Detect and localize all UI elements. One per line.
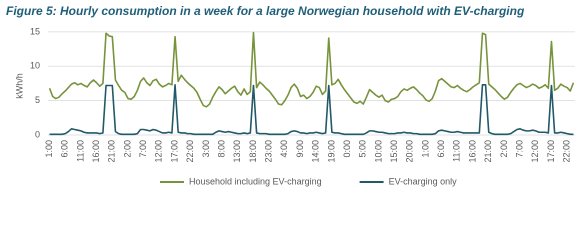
legend-label: Household including EV-charging bbox=[189, 176, 322, 186]
x-tick-label: 6:00 bbox=[60, 140, 70, 158]
y-tick-label: 15 bbox=[30, 26, 40, 36]
x-tick-label: 10:00 bbox=[373, 140, 383, 163]
chart-title: Figure 5: Hourly consumption in a week f… bbox=[6, 4, 525, 18]
series-line bbox=[48, 31, 575, 108]
x-tick-label: 22:00 bbox=[185, 140, 195, 163]
x-tick-label: 4:00 bbox=[279, 140, 289, 158]
x-tick-label: 16:00 bbox=[91, 140, 101, 163]
x-tick-label: 21:00 bbox=[483, 140, 493, 163]
y-tick-label: 10 bbox=[30, 61, 40, 71]
x-tick-label: 11:00 bbox=[75, 140, 85, 162]
x-tick-label: 12:00 bbox=[530, 140, 540, 163]
x-tick-label: 21:00 bbox=[107, 140, 117, 163]
x-tick-label: 7:00 bbox=[514, 140, 524, 158]
x-tick-label: 17:00 bbox=[169, 140, 179, 163]
x-tick-label: 14:00 bbox=[311, 140, 321, 163]
x-tick-label: 23:00 bbox=[264, 140, 274, 163]
x-tick-label: 11:00 bbox=[452, 140, 462, 162]
x-tick-label: 17:00 bbox=[546, 140, 556, 163]
x-tick-label: 1:00 bbox=[44, 140, 54, 158]
x-tick-label: 15:00 bbox=[389, 140, 399, 163]
x-tick-label: 7:00 bbox=[138, 140, 148, 158]
x-tick-label: 3:00 bbox=[201, 140, 211, 158]
x-tick-label: 2:00 bbox=[122, 140, 132, 158]
legend-label: EV-charging only bbox=[389, 176, 458, 186]
x-tick-label: 12:00 bbox=[154, 140, 164, 163]
y-tick-label: 5 bbox=[35, 95, 40, 105]
x-tick-label: 16:00 bbox=[467, 140, 477, 163]
x-tick-label: 5:00 bbox=[358, 140, 368, 158]
x-tick-label: 18:00 bbox=[248, 140, 258, 163]
x-tick-label: 1:00 bbox=[420, 140, 430, 158]
y-tick-label: 0 bbox=[35, 129, 40, 139]
x-tick-label: 8:00 bbox=[216, 140, 226, 158]
series-line bbox=[49, 84, 574, 136]
x-tick-label: 19:00 bbox=[326, 140, 336, 163]
x-tick-label: 13:00 bbox=[232, 140, 242, 163]
y-axis-label: kWh/h bbox=[14, 73, 24, 99]
x-tick-label: 2:00 bbox=[499, 140, 509, 158]
x-tick-label: 20:00 bbox=[405, 140, 415, 163]
chart: Figure 5: Hourly consumption in a week f… bbox=[6, 4, 575, 186]
x-tick-label: 22:00 bbox=[562, 140, 572, 163]
x-tick-label: 0:00 bbox=[342, 140, 352, 158]
x-tick-label: 6:00 bbox=[436, 140, 446, 158]
x-tick-label: 9:00 bbox=[295, 140, 305, 158]
